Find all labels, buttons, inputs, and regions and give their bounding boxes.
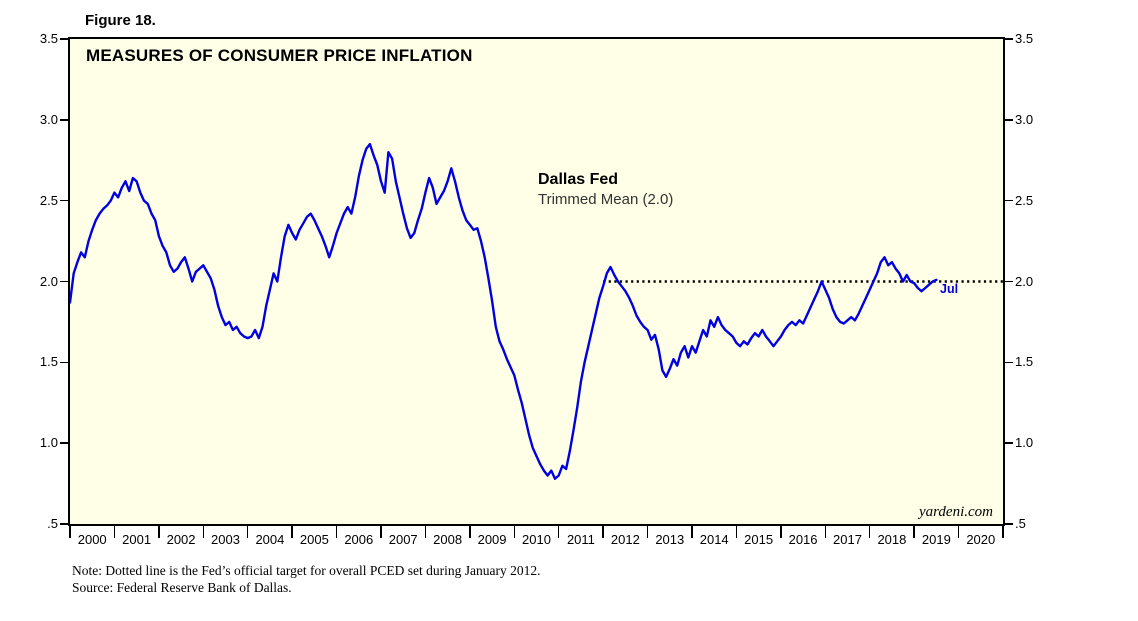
x-tick	[957, 526, 960, 538]
x-axis-year-label: 2017	[833, 532, 862, 547]
y-axis-label-left: 1.5	[39, 354, 58, 370]
y-tick-left	[60, 119, 68, 121]
annotation-series-name: Dallas Fed	[538, 171, 619, 188]
notes: Note: Dotted line is the Fed’s official …	[72, 562, 541, 596]
x-axis-year-label: 2005	[299, 532, 329, 547]
plot-area: MEASURES OF CONSUMER PRICE INFLATION Dal…	[68, 37, 1005, 526]
y-axis-label-right: 1.5	[1015, 354, 1034, 370]
x-axis-year-label: 2010	[522, 532, 551, 547]
x-tick	[202, 526, 205, 538]
x-axis-year-label: 2020	[966, 532, 996, 547]
y-axis-label-left: 2.5	[39, 192, 58, 208]
x-tick	[691, 526, 693, 538]
x-tick	[380, 526, 382, 538]
x-axis-year-label: 2013	[655, 532, 685, 547]
y-tick-right	[1005, 523, 1013, 525]
x-tick	[291, 526, 293, 538]
y-tick-right	[1005, 361, 1013, 364]
y-tick-left	[60, 38, 68, 40]
y-tick-right	[1005, 119, 1013, 121]
x-tick	[1002, 526, 1004, 538]
x-axis-year-label: 2001	[122, 532, 152, 547]
y-tick-left	[60, 442, 68, 444]
chart-canvas	[70, 142, 1003, 480]
x-tick	[913, 526, 915, 538]
x-tick	[780, 526, 782, 538]
x-tick	[735, 526, 738, 538]
inflation-line	[70, 142, 938, 480]
y-axis-label-left: 3.5	[39, 31, 58, 46]
x-axis-year-label: 2003	[211, 532, 240, 547]
x-axis-year-label: 2000	[77, 532, 107, 547]
y-tick-left	[60, 199, 68, 202]
x-axis-year-label: 2006	[344, 532, 374, 547]
x-axis-year-label: 2019	[921, 532, 951, 547]
x-tick	[69, 526, 71, 538]
x-tick	[158, 526, 160, 538]
y-tick-left	[60, 361, 68, 364]
x-axis-year-label: 2008	[433, 532, 463, 547]
x-axis-year-label: 2015	[744, 532, 774, 547]
source-text: Source: Federal Reserve Bank of Dallas.	[72, 580, 292, 595]
y-tick-left	[60, 523, 68, 525]
y-axis-label-left: .5	[47, 516, 58, 531]
y-axis-label-right: 3.0	[1015, 111, 1034, 127]
y-axis-label-right: .5	[1015, 516, 1026, 531]
y-axis-label-left: 3.0	[39, 111, 58, 127]
y-axis-label-left: 1.0	[39, 435, 58, 451]
x-tick	[335, 526, 338, 538]
series-annotation: Dallas Fed Trimmed Mean (2.0)	[538, 170, 673, 210]
x-tick	[557, 526, 560, 538]
x-axis-year-label: 2009	[477, 532, 507, 547]
x-tick	[602, 526, 604, 538]
x-tick	[513, 526, 516, 538]
x-axis-year-label: 2007	[388, 532, 418, 547]
y-axis-label-right: 2.0	[1015, 273, 1034, 289]
x-tick	[868, 526, 871, 538]
x-axis-year-label: 2002	[166, 532, 196, 547]
x-tick	[113, 526, 116, 538]
x-tick	[646, 526, 649, 538]
x-tick	[469, 526, 471, 538]
x-tick	[824, 526, 827, 538]
x-axis-year-label: 2018	[877, 532, 907, 547]
y-tick-right	[1005, 38, 1013, 40]
x-axis-year-label: 2016	[788, 532, 818, 547]
y-axis-label-left: 2.0	[39, 273, 58, 289]
y-tick-right	[1005, 199, 1013, 202]
chart-title: MEASURES OF CONSUMER PRICE INFLATION	[86, 46, 473, 65]
x-axis-year-label: 2011	[566, 532, 595, 547]
x-tick	[246, 526, 249, 538]
annotation-series-detail: Trimmed Mean (2.0)	[538, 191, 674, 208]
y-tick-right	[1005, 280, 1013, 283]
x-tick	[424, 526, 427, 538]
y-tick-left	[60, 280, 68, 283]
last-point-label: Jul	[940, 282, 959, 296]
x-axis-year-label: 2014	[699, 532, 729, 547]
y-tick-right	[1005, 442, 1013, 444]
watermark: yardeni.com	[918, 504, 993, 520]
y-axis-label-right: 1.0	[1015, 435, 1034, 451]
y-axis-label-right: 2.5	[1015, 192, 1034, 208]
note-text: Note: Dotted line is the Fed’s official …	[72, 563, 541, 578]
figure-label: Figure 18.	[85, 12, 156, 29]
x-axis-year-label: 2004	[255, 532, 285, 547]
x-axis-year-label: 2012	[610, 532, 640, 547]
y-axis-label-right: 3.5	[1015, 31, 1034, 46]
